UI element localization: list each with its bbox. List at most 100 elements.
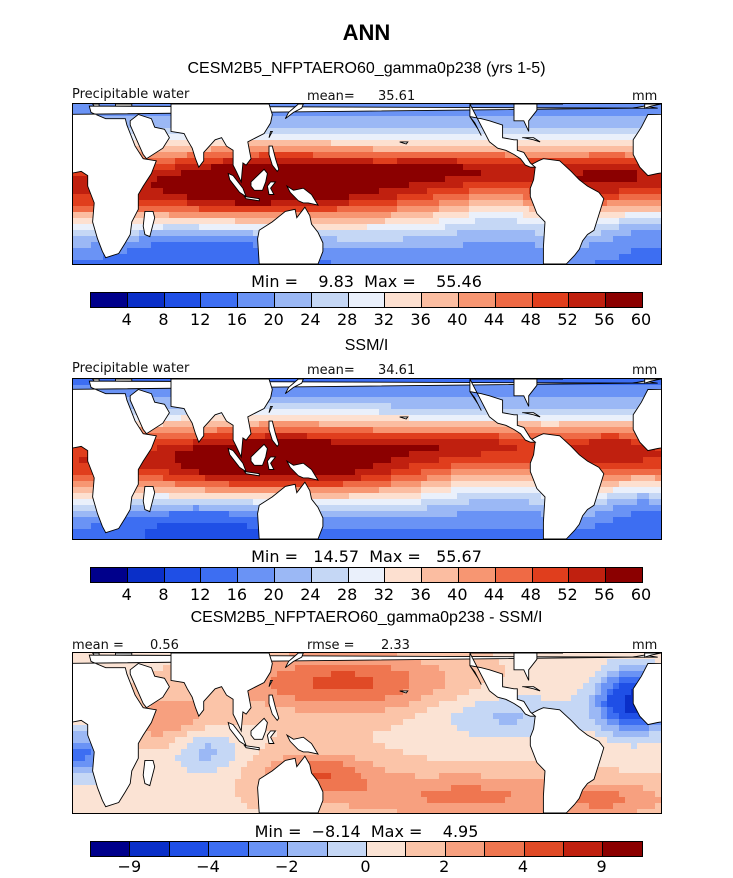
field-cell (535, 391, 542, 398)
field-cell (517, 475, 524, 482)
field-cell (391, 248, 398, 255)
land-mass (522, 137, 541, 143)
field-cell (301, 146, 308, 153)
field-cell (499, 254, 506, 261)
field-cell (259, 188, 266, 195)
field-cell (85, 230, 92, 237)
field-cell (211, 523, 218, 530)
field-cell (175, 164, 182, 171)
field-cell (391, 469, 398, 476)
field-cell (403, 421, 410, 428)
field-cell (157, 158, 164, 165)
field-cell (505, 200, 512, 207)
field-cell (259, 439, 266, 446)
field-cell (385, 523, 392, 530)
field-cell (127, 260, 134, 264)
field-cell (379, 523, 386, 530)
field-cell (637, 248, 644, 255)
field-cell (637, 242, 644, 249)
field-cell (457, 206, 464, 213)
field-cell (391, 421, 398, 428)
field-cell (451, 505, 458, 512)
field-cell (595, 254, 602, 261)
field-cell (403, 242, 410, 249)
field-cell (223, 236, 230, 243)
field-cell (109, 260, 116, 264)
field-cell (427, 499, 434, 506)
field-cell (457, 116, 464, 123)
field-cell (247, 140, 254, 147)
field-cell (613, 236, 620, 243)
field-cell (283, 170, 290, 177)
field-cell (241, 469, 248, 476)
field-cell (325, 391, 332, 398)
field-cell (511, 212, 518, 219)
field-cell (427, 469, 434, 476)
field-cell (511, 230, 518, 237)
field-cell (187, 254, 194, 261)
field-cell (631, 110, 638, 117)
field-cell (619, 200, 626, 207)
field-cell (535, 505, 542, 512)
field-cell (421, 182, 428, 189)
field-cell (463, 481, 470, 488)
field-cell (73, 194, 80, 201)
field-cell (127, 517, 134, 524)
field-cell (145, 248, 152, 255)
field-cell (451, 182, 458, 189)
field-cell (235, 194, 242, 201)
field-cell (529, 176, 536, 183)
field-cell (649, 248, 656, 255)
field-cell (367, 158, 374, 165)
field-cell (337, 433, 344, 440)
field-cell (601, 188, 608, 195)
field-cell (391, 182, 398, 189)
field-cell (79, 176, 86, 183)
field-cell (385, 206, 392, 213)
field-cell (349, 409, 356, 416)
field-cell (463, 110, 470, 117)
field-cell (151, 116, 158, 123)
field-cell (439, 433, 446, 440)
field-cell (271, 445, 278, 452)
field-cell (373, 391, 380, 398)
field-cell (139, 212, 146, 219)
field-cell (301, 122, 308, 129)
field-cell (493, 421, 500, 428)
field-cell (655, 188, 661, 195)
field-cell (511, 200, 518, 207)
field-cell (355, 451, 362, 458)
field-cell (331, 517, 338, 524)
field-cell (535, 248, 542, 255)
field-cell (301, 391, 308, 398)
field-cell (403, 493, 410, 500)
field-cell (187, 206, 194, 213)
field-cell (379, 158, 386, 165)
field-cell (595, 122, 602, 129)
field-cell (445, 110, 452, 117)
field-cell (445, 475, 452, 482)
field-cell (85, 260, 92, 264)
field-cell (247, 451, 254, 458)
field-cell (313, 116, 320, 123)
field-cell (487, 110, 494, 117)
field-cell (271, 122, 278, 129)
field-cell (271, 194, 278, 201)
field-cell (109, 254, 116, 261)
field-cell (415, 421, 422, 428)
field-cell (181, 164, 188, 171)
field-cell (187, 212, 194, 219)
field-cell (253, 499, 260, 506)
field-cell (475, 481, 482, 488)
field-cell (613, 194, 620, 201)
field-cell (475, 403, 482, 410)
field-cell (181, 170, 188, 177)
field-cell (217, 427, 224, 434)
field-cell (361, 218, 368, 225)
field-cell (331, 194, 338, 201)
field-cell (427, 505, 434, 512)
field-cell (493, 206, 500, 213)
field-cell (631, 218, 638, 225)
field-cell (511, 158, 518, 165)
field-cell (349, 445, 356, 452)
